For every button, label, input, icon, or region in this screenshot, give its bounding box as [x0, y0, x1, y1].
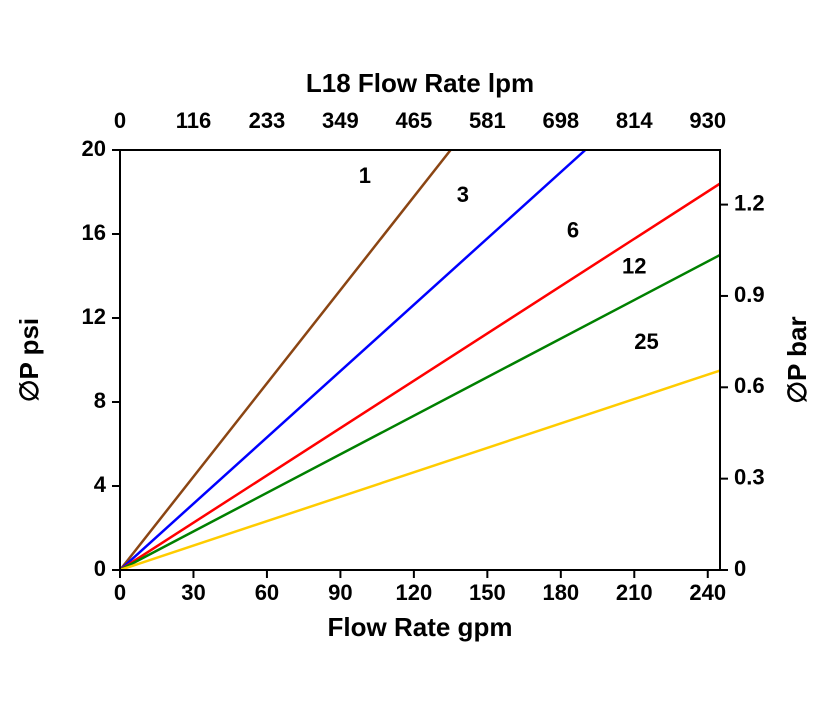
y-right-tick-label: 0.9: [734, 282, 765, 307]
y-axis-label-right: ∅P bar: [782, 316, 812, 403]
x-bottom-tick-label: 30: [181, 580, 205, 605]
x-top-tick-label: 465: [396, 108, 433, 133]
y-left-tick-label: 8: [94, 388, 106, 413]
y-left-tick-label: 0: [94, 556, 106, 581]
y-right-tick-label: 1.2: [734, 190, 765, 215]
chart-container: 04812162000.30.60.91.2030609012015018021…: [0, 0, 836, 702]
y-axis-label-left: ∅P psi: [14, 318, 44, 402]
x-bottom-tick-label: 60: [255, 580, 279, 605]
y-left-tick-label: 20: [82, 136, 106, 161]
y-right-tick-label: 0: [734, 556, 746, 581]
series-label: 12: [622, 253, 646, 278]
y-right-tick-label: 0.6: [734, 373, 765, 398]
x-top-tick-label: 698: [542, 108, 579, 133]
x-top-tick-label: 349: [322, 108, 359, 133]
x-top-tick-label: 233: [249, 108, 286, 133]
x-top-tick-label: 581: [469, 108, 506, 133]
chart-title-top: L18 Flow Rate lpm: [306, 68, 534, 98]
x-bottom-tick-label: 210: [616, 580, 653, 605]
x-bottom-tick-label: 90: [328, 580, 352, 605]
series-label: 25: [634, 329, 658, 354]
y-left-tick-label: 4: [94, 472, 107, 497]
x-bottom-tick-label: 150: [469, 580, 506, 605]
y-right-tick-label: 0.3: [734, 464, 765, 489]
x-top-tick-label: 116: [176, 108, 212, 133]
x-top-tick-label: 814: [616, 108, 653, 133]
y-left-tick-label: 12: [82, 304, 106, 329]
x-bottom-tick-label: 240: [689, 580, 726, 605]
y-left-tick-label: 16: [82, 220, 106, 245]
flow-rate-chart: 04812162000.30.60.91.2030609012015018021…: [0, 0, 836, 702]
series-label: 6: [567, 218, 579, 243]
x-top-tick-label: 930: [689, 108, 726, 133]
x-bottom-tick-label: 120: [396, 580, 433, 605]
x-bottom-tick-label: 0: [114, 580, 126, 605]
x-top-tick-label: 0: [114, 108, 126, 133]
series-label: 3: [457, 182, 469, 207]
series-label: 1: [359, 163, 371, 188]
x-axis-label-bottom: Flow Rate gpm: [328, 612, 513, 642]
x-bottom-tick-label: 180: [542, 580, 579, 605]
